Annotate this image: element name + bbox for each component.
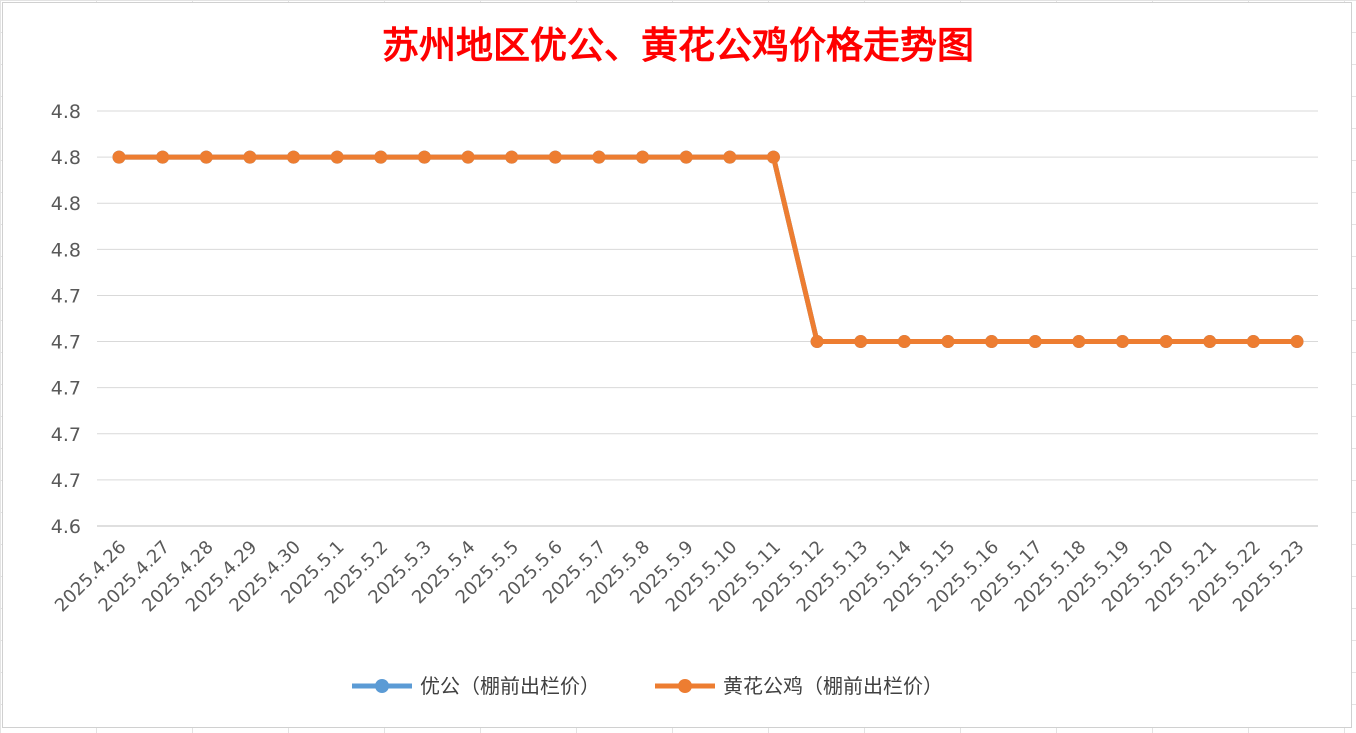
legend-label: 优公（棚前出栏价） <box>420 674 600 698</box>
data-point[interactable] <box>1115 335 1129 349</box>
legend-item-2[interactable]: 黄花公鸡（棚前出栏价） <box>655 674 943 698</box>
legend-item-1[interactable]: 优公（棚前出栏价） <box>352 674 600 698</box>
y-tick-label: 4.7 <box>51 285 81 307</box>
data-point[interactable] <box>505 150 519 164</box>
data-point[interactable] <box>941 335 955 349</box>
data-point[interactable] <box>679 150 693 164</box>
data-point[interactable] <box>810 335 824 349</box>
y-tick-label: 4.8 <box>51 147 81 169</box>
x-axis-ticks: 2025.4.262025.4.272025.4.282025.4.292025… <box>51 537 1309 617</box>
legend-marker-icon <box>678 679 692 693</box>
data-point[interactable] <box>985 335 999 349</box>
y-tick-label: 4.8 <box>51 101 81 123</box>
data-point[interactable] <box>156 150 170 164</box>
data-point[interactable] <box>723 150 737 164</box>
data-point[interactable] <box>897 335 911 349</box>
data-point[interactable] <box>636 150 650 164</box>
y-tick-label: 4.6 <box>51 516 81 538</box>
y-tick-label: 4.8 <box>51 239 81 261</box>
data-point[interactable] <box>243 150 257 164</box>
data-point[interactable] <box>766 150 780 164</box>
data-point[interactable] <box>1028 335 1042 349</box>
y-tick-label: 4.7 <box>51 470 81 492</box>
y-tick-label: 4.7 <box>51 332 81 354</box>
data-point[interactable] <box>1072 335 1086 349</box>
data-point[interactable] <box>199 150 213 164</box>
data-point[interactable] <box>417 150 431 164</box>
legend-marker-icon <box>375 679 389 693</box>
data-point[interactable] <box>854 335 868 349</box>
series-line <box>119 154 1297 345</box>
data-point[interactable] <box>287 150 301 164</box>
series-lines <box>112 150 1304 349</box>
legend-label: 黄花公鸡（棚前出栏价） <box>723 674 943 698</box>
y-tick-label: 4.7 <box>51 378 81 400</box>
data-point[interactable] <box>330 150 344 164</box>
chart-title: 苏州地区优公、黄花公鸡价格走势图 <box>382 23 974 67</box>
data-point[interactable] <box>374 150 388 164</box>
data-point[interactable] <box>592 150 606 164</box>
y-tick-label: 4.7 <box>51 424 81 446</box>
legend[interactable]: 优公（棚前出栏价） 黄花公鸡（棚前出栏价） <box>352 674 943 698</box>
data-point[interactable] <box>1203 335 1217 349</box>
series-2 <box>112 150 1304 349</box>
data-point[interactable] <box>112 150 126 164</box>
y-axis-ticks: 4.6 4.7 4.7 4.7 4.7 4.7 4.8 4.8 4.8 4.8 <box>51 101 81 538</box>
data-point[interactable] <box>548 150 562 164</box>
data-point[interactable] <box>1246 335 1260 349</box>
data-point[interactable] <box>1290 335 1304 349</box>
data-point[interactable] <box>461 150 475 164</box>
y-tick-label: 4.8 <box>51 193 81 215</box>
data-point[interactable] <box>1159 335 1173 349</box>
gridlines <box>97 110 1318 527</box>
